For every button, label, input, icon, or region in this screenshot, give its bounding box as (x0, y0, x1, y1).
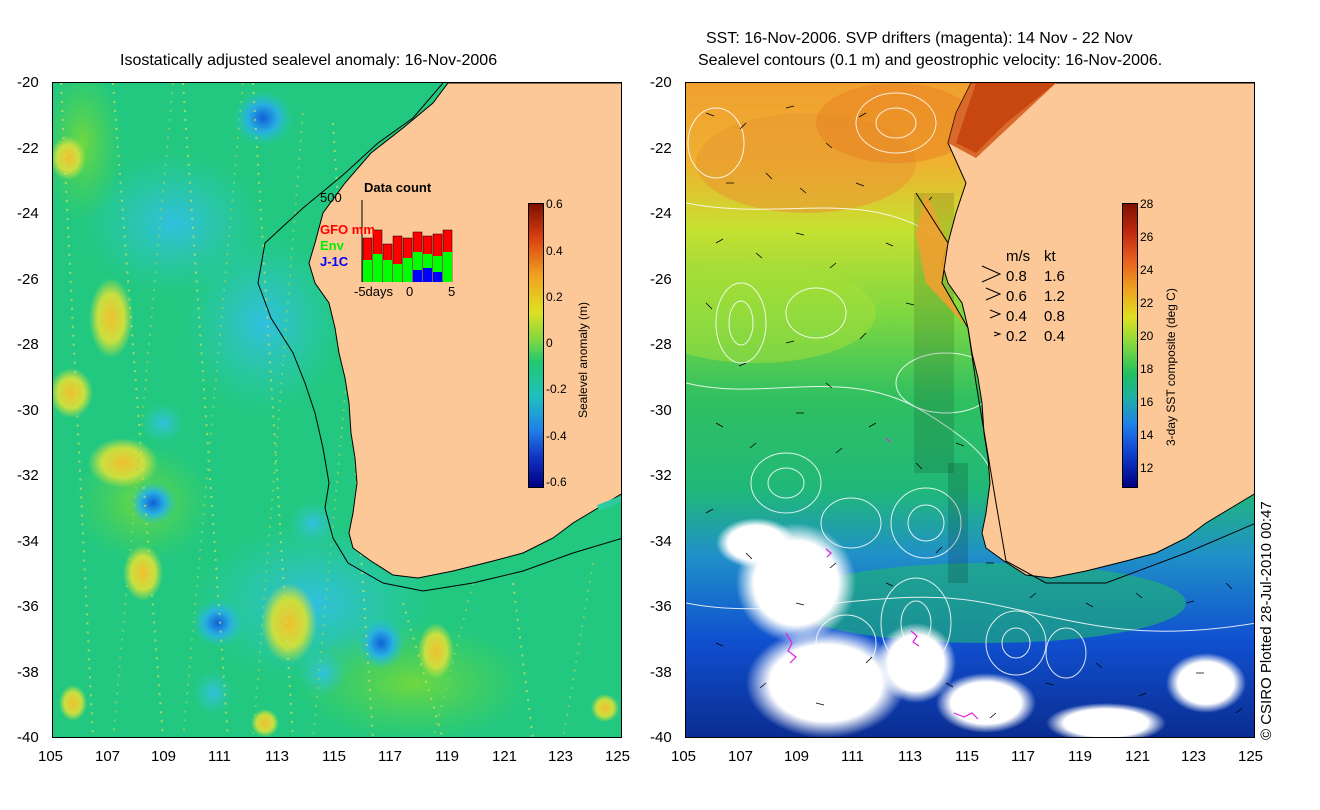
speed-legend-row4-kt: 0.4 (1044, 328, 1065, 345)
sst-cbtick-9: 12 (1140, 461, 1154, 475)
sst-cbtick-3: 24 (1140, 263, 1154, 277)
speed-legend-arrows (981, 265, 1002, 337)
sst-cbtick-5: 20 (1140, 329, 1154, 343)
speed-legend-header-ms: m/s (1006, 248, 1031, 265)
right-ytick-9: -36 (650, 598, 672, 615)
left-ytick-2: -22 (17, 140, 39, 157)
right-xtick-2: 107 (728, 748, 754, 765)
inset-legend-j1c: J-1C (320, 254, 349, 269)
left-xtick-11: 125 (605, 748, 631, 765)
left-xtick-1: 105 (38, 748, 64, 765)
right-ytick-3: -24 (650, 205, 672, 222)
right-ytick-7: -32 (650, 467, 672, 484)
right-xtick-6: 115 (955, 748, 979, 765)
inset-title: Data count (364, 180, 432, 195)
right-xtick-8: 119 (1068, 748, 1092, 765)
left-ytick-1: -20 (17, 74, 39, 91)
left-ytick-5: -28 (17, 336, 39, 353)
speed-legend-header-kt: kt (1044, 248, 1056, 265)
inset-xlabel-mid: 0 (406, 284, 414, 299)
left-ytick-8: -34 (17, 533, 39, 550)
speed-legend-row1-kt: 1.6 (1044, 268, 1065, 285)
speed-legend-row2-ms: 0.6 (1006, 288, 1027, 305)
right-xtick-3: 109 (784, 748, 810, 765)
speed-legend-row3-kt: 0.8 (1044, 308, 1065, 325)
left-xtick-5: 113 (265, 748, 289, 765)
right-ytick-4: -26 (650, 271, 672, 288)
speed-legend-row1-ms: 0.8 (1006, 268, 1027, 285)
sst-cbtick-2: 26 (1140, 230, 1154, 244)
sst-cbtick-6: 18 (1140, 362, 1154, 376)
inset-xlabel-left: -5days (354, 284, 394, 299)
right-ytick-5: -28 (650, 336, 672, 353)
sealevel-colorbar-label: Sealevel anomaly (m) (576, 301, 590, 418)
speed-legend-row3-ms: 0.4 (1006, 308, 1027, 325)
sst-cbtick-8: 14 (1140, 428, 1154, 442)
right-xtick-1: 105 (671, 748, 697, 765)
right-ytick-8: -34 (650, 533, 672, 550)
inset-bar-chart (361, 200, 453, 282)
left-xtick-3: 109 (151, 748, 177, 765)
sst-colorbar-label: 3-day SST composite (deg C) (1164, 288, 1178, 446)
right-xtick-7: 117 (1011, 748, 1035, 765)
sealevel-cbtick-4: 0 (546, 336, 553, 350)
left-xtick-2: 107 (95, 748, 121, 765)
left-xtick-10: 123 (548, 748, 574, 765)
sealevel-cbtick-7: -0.6 (546, 475, 567, 489)
speed-legend-row4-ms: 0.2 (1006, 328, 1027, 345)
right-panel-title-line1: SST: 16-Nov-2006. SVP drifters (magenta)… (706, 30, 1133, 47)
right-ytick-6: -30 (650, 402, 672, 419)
inset-legend-gfo: GFO mm (320, 222, 375, 237)
data-count-inset: 500 Data count GFO mm (320, 180, 470, 300)
sst-map (685, 82, 1255, 738)
sst-cbtick-4: 22 (1140, 296, 1154, 310)
right-ytick-2: -22 (650, 140, 672, 157)
sst-cbtick-1: 28 (1140, 197, 1154, 211)
left-ytick-9: -36 (17, 598, 39, 615)
credit-text: © CSIRO Plotted 28-Jul-2010 00:47 (1258, 501, 1275, 740)
sealevel-cbtick-1: 0.6 (546, 197, 563, 211)
sealevel-cbtick-2: 0.4 (546, 244, 563, 258)
speed-legend-row2-kt: 1.2 (1044, 288, 1065, 305)
left-xtick-9: 121 (492, 748, 518, 765)
right-xtick-5: 113 (898, 748, 922, 765)
left-xtick-7: 117 (378, 748, 402, 765)
sst-colorbar (1122, 203, 1138, 488)
right-ytick-1: -20 (650, 74, 672, 91)
sst-cbtick-7: 16 (1140, 395, 1154, 409)
sealevel-cbtick-3: 0.2 (546, 290, 563, 304)
left-ytick-3: -24 (17, 205, 39, 222)
left-xtick-6: 115 (322, 748, 346, 765)
right-ytick-11: -40 (650, 729, 672, 746)
inset-legend-env: Env (320, 238, 344, 253)
sealevel-cbtick-6: -0.4 (546, 429, 567, 443)
left-ytick-10: -38 (17, 664, 39, 681)
right-xtick-10: 123 (1181, 748, 1207, 765)
right-panel-title-line2: Sealevel contours (0.1 m) and geostrophi… (698, 52, 1163, 69)
left-xtick-4: 111 (208, 748, 231, 765)
right-ytick-10: -38 (650, 664, 672, 681)
speed-legend: m/s kt 0.8 1.6 0.6 1.2 0.4 0.8 0.2 0.4 (980, 248, 1090, 348)
inset-top-value: 500 (320, 190, 342, 205)
right-xtick-11: 125 (1238, 748, 1264, 765)
left-ytick-6: -30 (17, 402, 39, 419)
left-xtick-8: 119 (435, 748, 459, 765)
left-ytick-11: -40 (17, 729, 39, 746)
left-ytick-4: -26 (17, 271, 39, 288)
right-xtick-9: 121 (1125, 748, 1151, 765)
sst-map-graphic (686, 83, 1254, 737)
left-panel-title: Isostatically adjusted sealevel anomaly:… (120, 52, 498, 69)
left-ytick-7: -32 (17, 467, 39, 484)
inset-xlabel-right: 5 (448, 284, 456, 299)
sealevel-colorbar (528, 203, 544, 488)
right-xtick-4: 111 (841, 748, 864, 765)
sealevel-cbtick-5: -0.2 (546, 382, 567, 396)
